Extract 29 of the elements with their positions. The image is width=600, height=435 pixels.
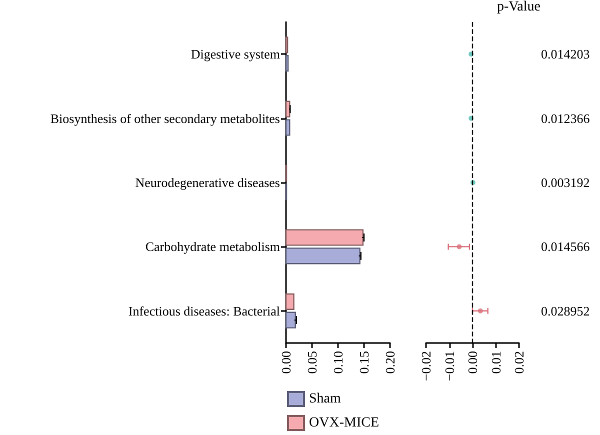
x-tick-label: −0.02 <box>418 351 434 382</box>
x-tick-label: 0.20 <box>382 351 398 374</box>
y-tick-label: Carbohydrate metabolism <box>145 239 280 254</box>
x-tick-label: 0.00 <box>278 351 294 374</box>
bar <box>285 293 294 310</box>
bar <box>285 119 290 136</box>
x-tick-label: 0.10 <box>330 351 346 374</box>
bar <box>285 55 289 72</box>
x-tick-label: 0.01 <box>488 351 504 374</box>
bar <box>285 229 364 246</box>
y-tick-label: 0.014203 <box>541 46 590 62</box>
y-tick-label: 0.003192 <box>541 175 590 190</box>
y-tick-label: Neurodegenerative diseases <box>135 175 280 190</box>
y-tick-label: 0.028952 <box>541 303 590 318</box>
legend-label: Sham <box>309 392 341 406</box>
y-tick-label: 0.014566 <box>541 239 590 254</box>
y-tick-label: Infectious diseases: Bacterial <box>128 303 280 318</box>
x-tick-label: 0.00 <box>465 351 480 374</box>
y-tick-label: Biosynthesis of other secondary metabolites <box>50 110 280 126</box>
x-tick-label: 0.02 <box>512 351 526 374</box>
y-tick-label: Digestive system <box>190 46 280 62</box>
y-tick-label: 0.012366 <box>541 110 590 126</box>
x-tick-label: −0.01 <box>442 351 457 382</box>
legend-label: OVX-MICE <box>309 416 379 430</box>
bar <box>285 248 360 264</box>
y-axis-title: p-Value <box>496 0 540 14</box>
x-tick-label: 0.05 <box>304 351 320 374</box>
bar <box>285 312 296 328</box>
x-tick-label: 0.15 <box>356 351 372 374</box>
